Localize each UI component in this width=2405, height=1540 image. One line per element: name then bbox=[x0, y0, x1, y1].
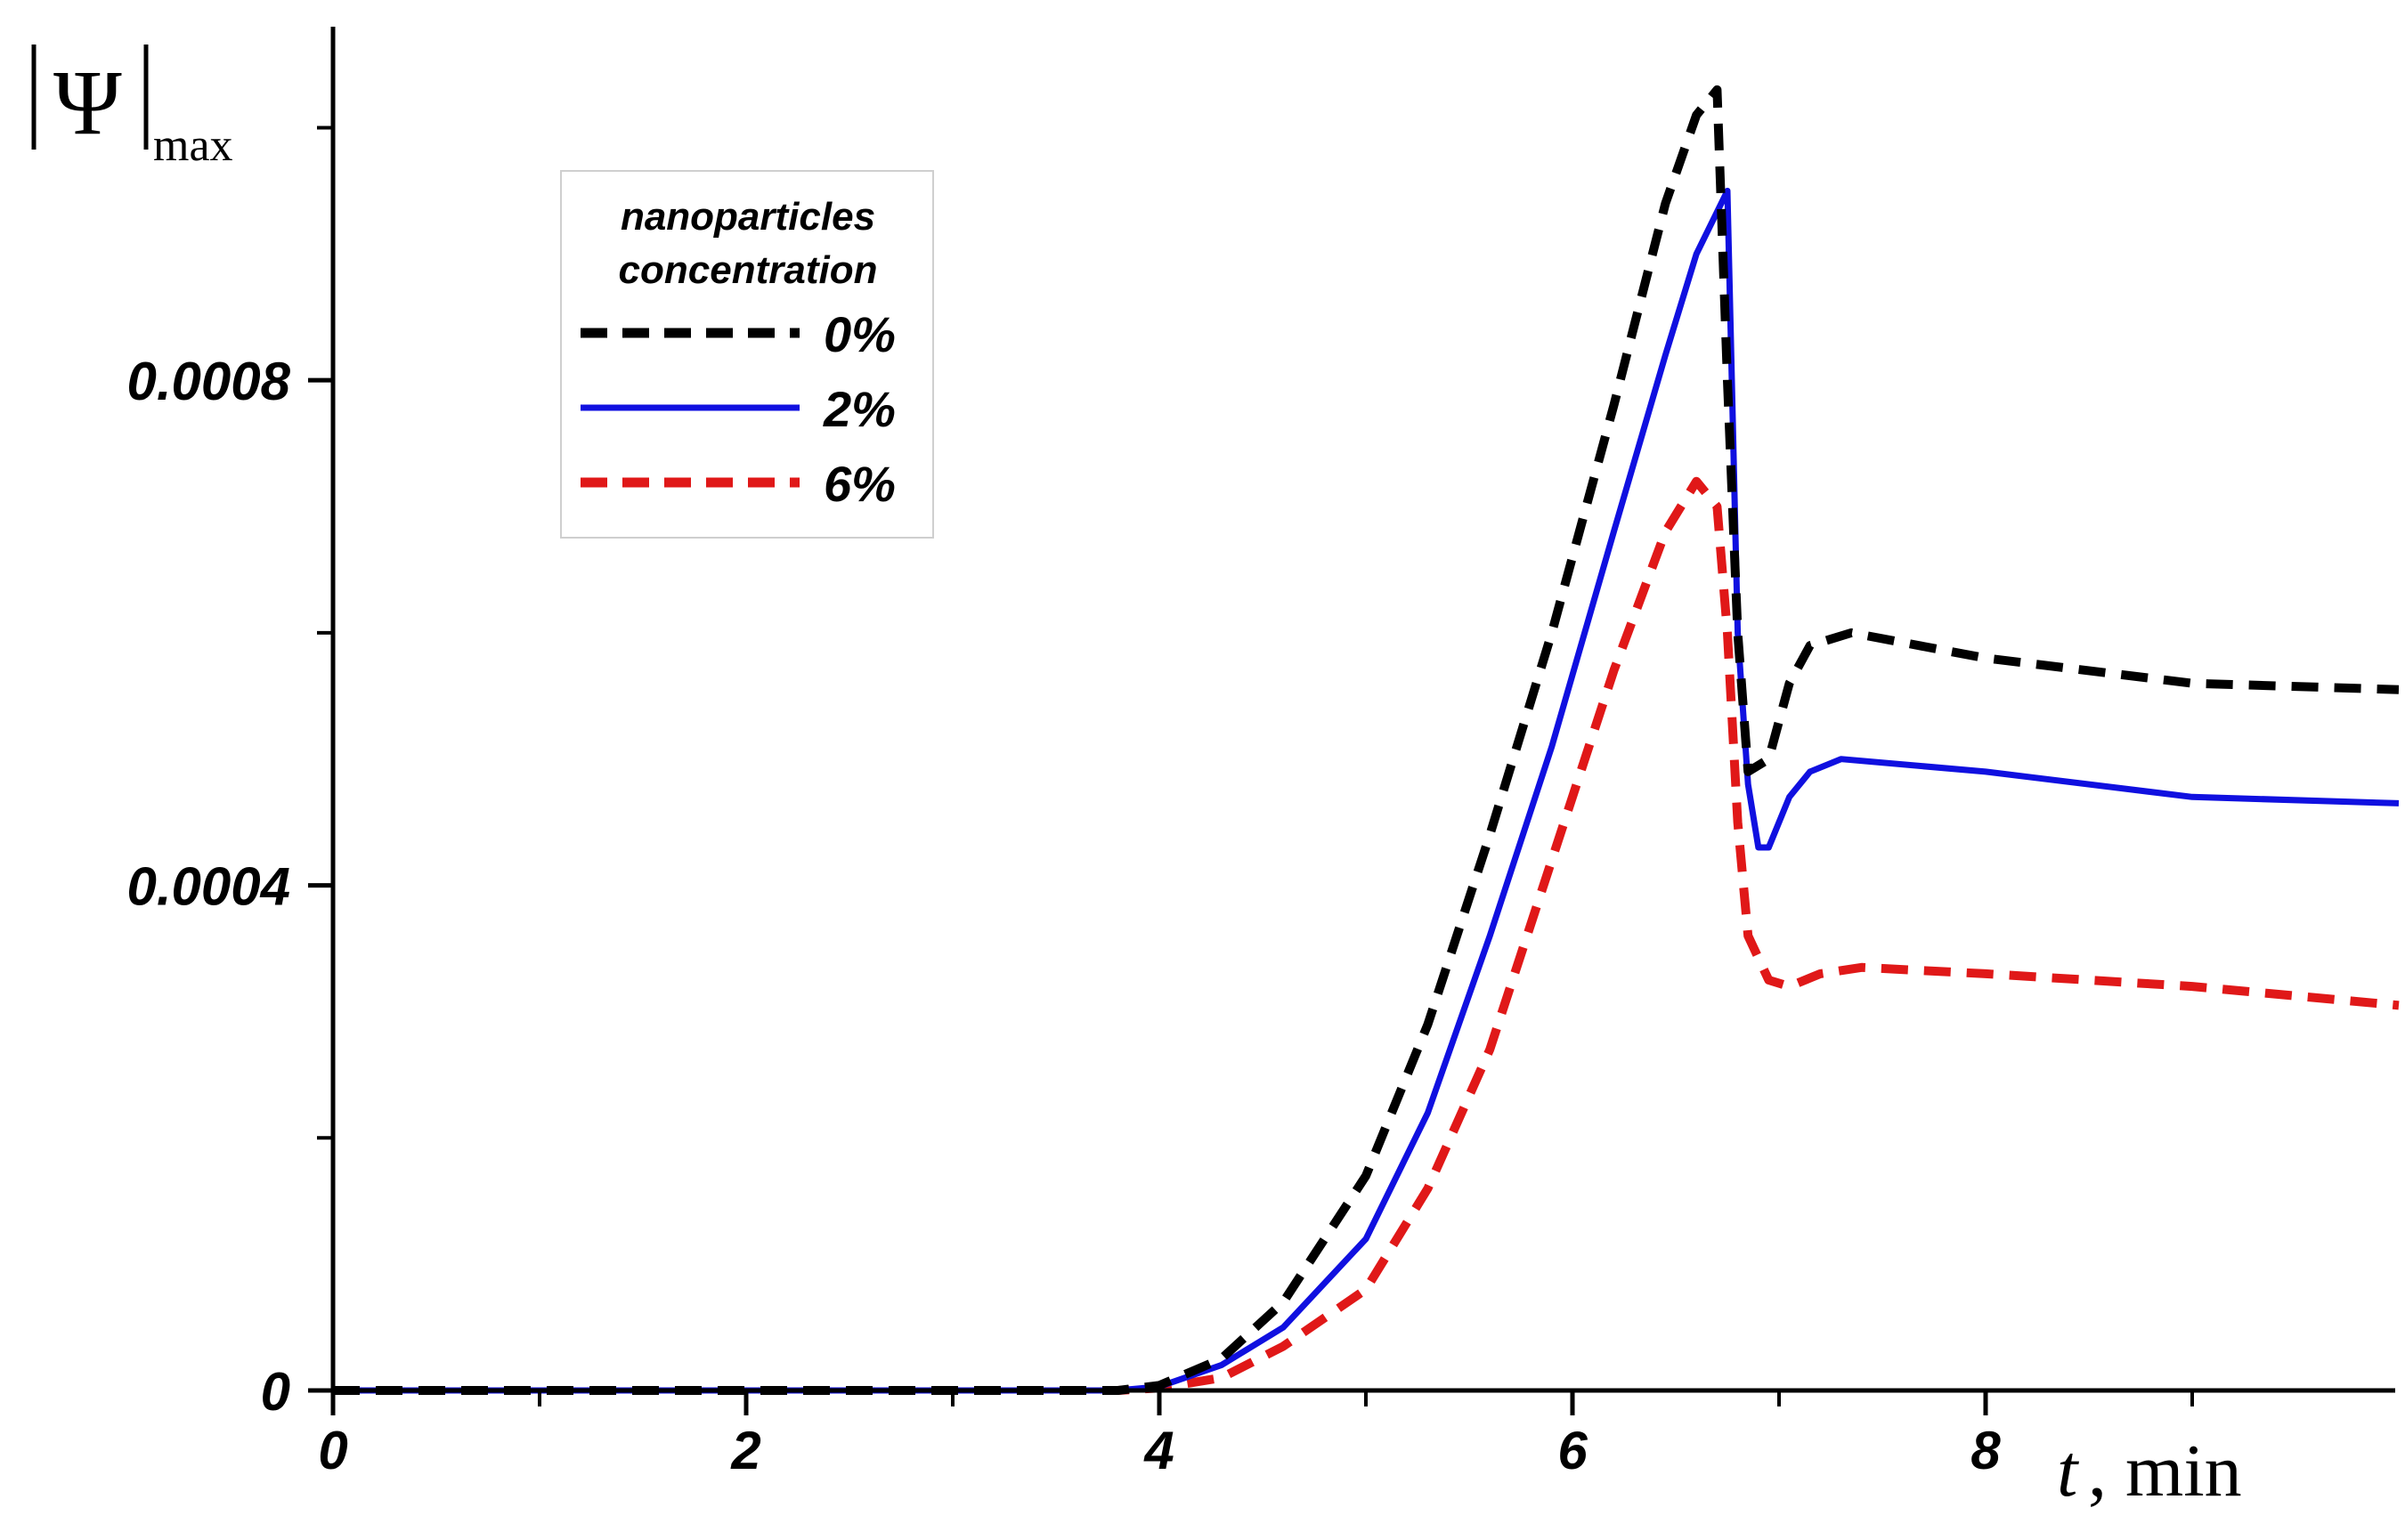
x-axis-label: t , min bbox=[2057, 1430, 2242, 1512]
legend-entry-1: 2% bbox=[581, 381, 896, 437]
series-line-2pct bbox=[333, 187, 2400, 1394]
legend-entry-0: 0% bbox=[581, 306, 896, 362]
legend-label-1: 2% bbox=[823, 381, 896, 437]
legend-label-2: 6% bbox=[824, 456, 896, 512]
legend-title-line2: concentration bbox=[619, 248, 878, 292]
legend: nanoparticles concentration 0% 2% 6% bbox=[560, 170, 934, 539]
x-tick-label: 4 bbox=[1143, 1421, 1174, 1480]
y-tick-label: 0 bbox=[261, 1362, 290, 1422]
legend-box bbox=[560, 170, 934, 539]
x-axis-label-var: t bbox=[2057, 1430, 2080, 1512]
legend-entry-2: 6% bbox=[581, 456, 896, 512]
y-tick-label: 0.0004 bbox=[126, 857, 290, 917]
legend-label-0: 0% bbox=[824, 306, 896, 362]
series-line-0pct bbox=[333, 85, 2400, 1395]
x-tick-label: 6 bbox=[1557, 1421, 1588, 1480]
y-axis-label: Ψ max bbox=[31, 45, 233, 171]
y-tick-label: 0.0008 bbox=[126, 352, 290, 411]
x-tick-label: 2 bbox=[730, 1421, 760, 1480]
series-layer bbox=[333, 85, 2400, 1395]
series-line-6pct bbox=[333, 476, 2400, 1395]
y-axis-label-symbol: Ψ bbox=[53, 52, 122, 154]
axes bbox=[330, 27, 2395, 1393]
x-axis-label-unit: , min bbox=[2088, 1430, 2242, 1512]
x-tick-label: 0 bbox=[318, 1421, 347, 1480]
legend-title-line1: nanoparticles bbox=[621, 195, 875, 239]
y-axis-label-subscript: max bbox=[153, 120, 233, 171]
ticks: 0 2 4 6 8 0 0.0004 0.0008 bbox=[126, 126, 2194, 1480]
x-tick-label: 8 bbox=[1970, 1421, 2001, 1480]
